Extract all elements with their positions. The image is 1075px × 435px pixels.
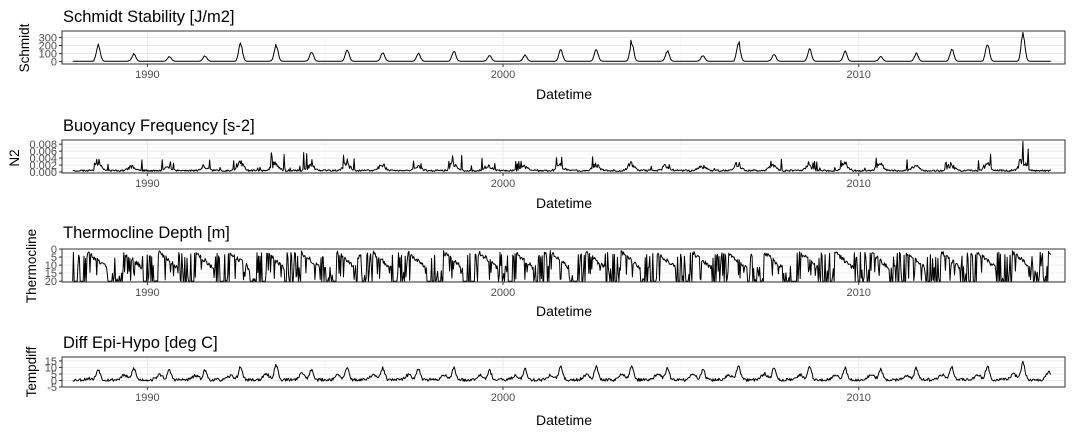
panel-title: Diff Epi-Hypo [deg C] [63, 334, 218, 352]
x-tick-label: 1990 [135, 287, 159, 299]
y-axis-label: N2 [7, 149, 22, 166]
plot-frame [61, 356, 1066, 388]
y-tick-label: 0.000 [29, 167, 57, 179]
y-tick-label: 100 [39, 49, 57, 61]
panel-title: Buoyancy Frequency [s-2] [63, 117, 255, 135]
panel-buoyancy-frequency: Buoyancy Frequency [s-2] N2 Datetime 0.0… [7, 117, 1066, 211]
y-tick-label: 0.004 [29, 153, 57, 165]
x-tick-label: 2010 [846, 287, 870, 299]
y-tick-label: 5 [51, 369, 57, 381]
x-axis-label: Datetime [536, 86, 592, 102]
y-axis-label: Tempdiff [24, 346, 39, 397]
y-tick-label: 0 [51, 244, 57, 256]
x-tick-label: 1990 [135, 392, 159, 404]
y-tick-label: 0.002 [29, 160, 57, 172]
y-axis-label: Schmidt [17, 23, 32, 72]
y-tick-label: 15 [45, 356, 57, 368]
x-tick-label: 1990 [135, 178, 159, 190]
series-line [72, 250, 1052, 282]
x-tick-label: 2000 [491, 178, 515, 190]
panel-title: Schmidt Stability [J/m2] [63, 8, 234, 26]
series-line [72, 140, 1052, 173]
y-tick-label: 15 [45, 268, 57, 280]
grid [62, 31, 1065, 64]
y-tick-label: 10 [45, 260, 57, 272]
x-tick-label: 2010 [846, 392, 870, 404]
y-tick-label: 0 [51, 57, 57, 69]
series-line [72, 360, 1052, 382]
x-tick-label: 2000 [491, 69, 515, 81]
panel-schmidt-stability: Schmidt Stability [J/m2] Schmidt Datetim… [17, 8, 1066, 102]
y-tick-label: 10 [45, 362, 57, 374]
plot-frame [61, 30, 1066, 65]
x-tick-label: 2010 [846, 178, 870, 190]
x-tick-label: 1990 [135, 69, 159, 81]
y-tick-label: 5 [51, 252, 57, 264]
y-tick-label: 200 [39, 40, 57, 52]
panel-thermocline-depth: Thermocline Depth [m] Thermocline Dateti… [24, 224, 1066, 319]
x-tick-label: 2010 [846, 69, 870, 81]
plot-frame [61, 139, 1066, 174]
x-tick-label: 2000 [491, 287, 515, 299]
panel-diff-epi-hypo: Diff Epi-Hypo [deg C] Tempdiff Datetime … [24, 334, 1066, 428]
x-axis-label: Datetime [536, 195, 592, 211]
y-tick-label: 300 [39, 32, 57, 44]
y-tick-label: -5 [47, 382, 57, 394]
y-tick-label: 0.008 [29, 139, 57, 151]
x-tick-label: 2000 [491, 392, 515, 404]
y-axis-label: Thermocline [24, 229, 39, 303]
x-axis-label: Datetime [536, 412, 592, 428]
y-tick-label: 0 [51, 375, 57, 387]
y-tick-label: 20 [45, 276, 57, 288]
grid [62, 140, 1065, 173]
series-line [72, 31, 1051, 62]
x-axis-label: Datetime [536, 303, 592, 319]
panel-title: Thermocline Depth [m] [63, 224, 230, 242]
y-tick-label: 0.006 [29, 146, 57, 158]
